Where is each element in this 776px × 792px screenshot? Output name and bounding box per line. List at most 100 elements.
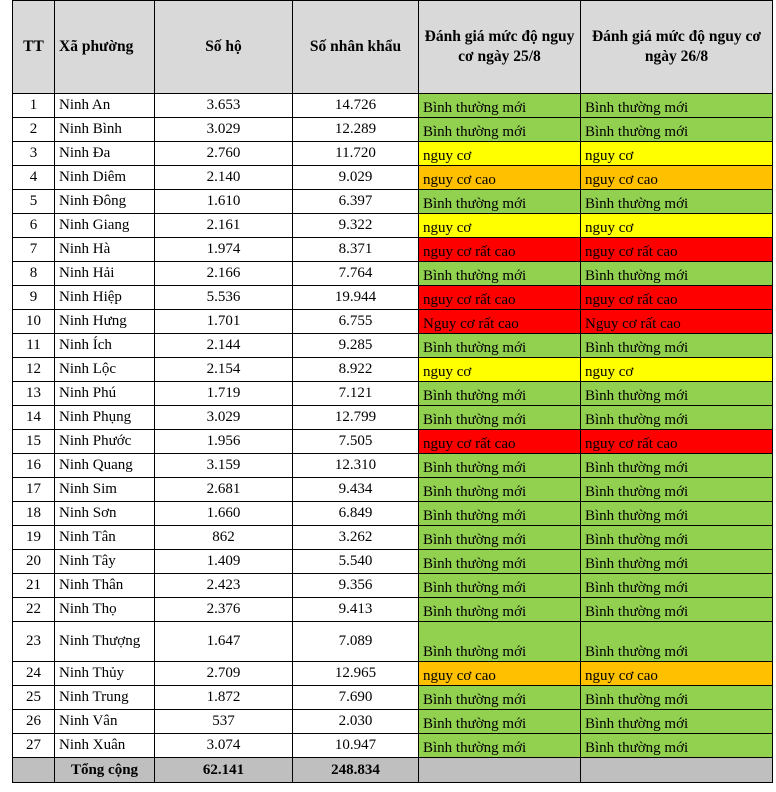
row-tt: 12 (12, 357, 55, 382)
row-households: 2.166 (154, 261, 293, 286)
row-risk-26: nguy cơ rất cao (580, 429, 773, 454)
row-risk-25: Bình thường mới (418, 621, 581, 662)
row-households: 2.423 (154, 573, 293, 598)
header-ward: Xã phường (54, 0, 155, 94)
row-ward-name: Ninh Thọ (54, 597, 155, 622)
row-households: 1.701 (154, 309, 293, 334)
row-risk-25: Bình thường mới (418, 405, 581, 430)
row-tt: 26 (12, 709, 55, 734)
row-population: 19.944 (292, 285, 419, 310)
row-risk-26: Bình thường mới (580, 261, 773, 286)
row-ward-name: Ninh Hà (54, 237, 155, 262)
row-households: 5.536 (154, 285, 293, 310)
row-risk-26: Bình thường mới (580, 453, 773, 478)
row-tt: 14 (12, 405, 55, 430)
table-row: 3 Ninh Đa 2.760 11.720 nguy cơ nguy cơ (12, 141, 773, 166)
row-ward-name: Ninh Trung (54, 685, 155, 710)
row-risk-25: Bình thường mới (418, 733, 581, 758)
row-risk-25: Bình thường mới (418, 685, 581, 710)
table-row: 16 Ninh Quang 3.159 12.310 Bình thường mới Bì… (12, 453, 773, 478)
total-households: 62.141 (154, 757, 293, 783)
row-tt: 11 (12, 333, 55, 358)
row-risk-25: Bình thường mới (418, 573, 581, 598)
row-tt: 18 (12, 501, 55, 526)
total-risk-25-cell (418, 757, 581, 783)
header-row: TT Xã phường Số hộ Số nhân khẩu Đánh giá… (12, 0, 773, 94)
row-households: 3.074 (154, 733, 293, 758)
table-row: 15 Ninh Phước 1.956 7.505 nguy cơ rất cao ngu… (12, 429, 773, 454)
table-row: 9 Ninh Hiệp 5.536 19.944 nguy cơ rất cao nguy… (12, 285, 773, 310)
row-tt: 3 (12, 141, 55, 166)
row-risk-25: Bình thường mới (418, 597, 581, 622)
row-population: 6.755 (292, 309, 419, 334)
table-row: 26 Ninh Vân 537 2.030 Bình thường mới Bình th… (12, 709, 773, 734)
row-tt: 5 (12, 189, 55, 214)
row-households: 2.144 (154, 333, 293, 358)
row-households: 1.719 (154, 381, 293, 406)
row-risk-25: Bình thường mới (418, 549, 581, 574)
row-tt: 21 (12, 573, 55, 598)
row-risk-25: Bình thường mới (418, 261, 581, 286)
row-risk-26: nguy cơ cao (580, 661, 773, 686)
row-ward-name: Ninh Đa (54, 141, 155, 166)
row-population: 3.262 (292, 525, 419, 550)
table-row: 13 Ninh Phú 1.719 7.121 Bình thường mới Bình … (12, 381, 773, 406)
row-population: 12.310 (292, 453, 419, 478)
row-population: 6.849 (292, 501, 419, 526)
row-risk-26: Bình thường mới (580, 525, 773, 550)
row-risk-25: Nguy cơ rất cao (418, 309, 581, 334)
risk-assessment-table: TT Xã phường Số hộ Số nhân khẩu Đánh giá… (12, 0, 773, 783)
total-tt-cell (12, 757, 55, 783)
header-tt: TT (12, 0, 55, 94)
row-risk-25: Bình thường mới (418, 333, 581, 358)
row-population: 9.434 (292, 477, 419, 502)
row-tt: 6 (12, 213, 55, 238)
row-risk-25: Bình thường mới (418, 381, 581, 406)
row-tt: 20 (12, 549, 55, 574)
row-ward-name: Ninh Tân (54, 525, 155, 550)
row-risk-25: nguy cơ rất cao (418, 429, 581, 454)
table-row: 10 Ninh Hưng 1.701 6.755 Nguy cơ rất cao Nguy… (12, 309, 773, 334)
row-households: 862 (154, 525, 293, 550)
total-row: Tổng cộng 62.141 248.834 (12, 757, 773, 783)
row-ward-name: Ninh Tây (54, 549, 155, 574)
row-households: 1.956 (154, 429, 293, 454)
row-tt: 10 (12, 309, 55, 334)
table-row: 5 Ninh Đông 1.610 6.397 Bình thường mới Bình … (12, 189, 773, 214)
table-row: 19 Ninh Tân 862 3.262 Bình thường mới Bình th… (12, 525, 773, 550)
row-population: 8.922 (292, 357, 419, 382)
row-households: 1.409 (154, 549, 293, 574)
row-households: 3.029 (154, 405, 293, 430)
row-households: 3.159 (154, 453, 293, 478)
row-population: 10.947 (292, 733, 419, 758)
row-ward-name: Ninh Phước (54, 429, 155, 454)
row-population: 9.029 (292, 165, 419, 190)
row-risk-26: Bình thường mới (580, 405, 773, 430)
row-households: 2.681 (154, 477, 293, 502)
table-row: 1 Ninh An 3.653 14.726 Bình thường mới Bình t… (12, 93, 773, 118)
table-row: 23 Ninh Thượng 1.647 7.089 Bình thường mới Bì… (12, 621, 773, 662)
table-row: 12 Ninh Lộc 2.154 8.922 nguy cơ nguy cơ (12, 357, 773, 382)
table-row: 17 Ninh Sim 2.681 9.434 Bình thường mới Bình … (12, 477, 773, 502)
row-tt: 27 (12, 733, 55, 758)
table-row: 25 Ninh Trung 1.872 7.690 Bình thường mới Bìn… (12, 685, 773, 710)
table-row: 7 Ninh Hà 1.974 8.371 nguy cơ rất cao nguy cơ… (12, 237, 773, 262)
total-label: Tổng cộng (54, 757, 155, 783)
row-risk-26: Bình thường mới (580, 597, 773, 622)
row-ward-name: Ninh Diêm (54, 165, 155, 190)
row-tt: 25 (12, 685, 55, 710)
row-ward-name: Ninh Phú (54, 381, 155, 406)
row-risk-25: Bình thường mới (418, 709, 581, 734)
row-population: 2.030 (292, 709, 419, 734)
header-population: Số nhân khẩu (292, 0, 419, 94)
row-ward-name: Ninh Vân (54, 709, 155, 734)
row-risk-26: Nguy cơ rất cao (580, 309, 773, 334)
row-risk-26: nguy cơ (580, 357, 773, 382)
table-row: 14 Ninh Phụng 3.029 12.799 Bình thường mới Bì… (12, 405, 773, 430)
row-population: 11.720 (292, 141, 419, 166)
row-ward-name: Ninh Quang (54, 453, 155, 478)
row-risk-25: nguy cơ (418, 213, 581, 238)
row-households: 3.029 (154, 117, 293, 142)
row-population: 7.690 (292, 685, 419, 710)
row-population: 7.505 (292, 429, 419, 454)
